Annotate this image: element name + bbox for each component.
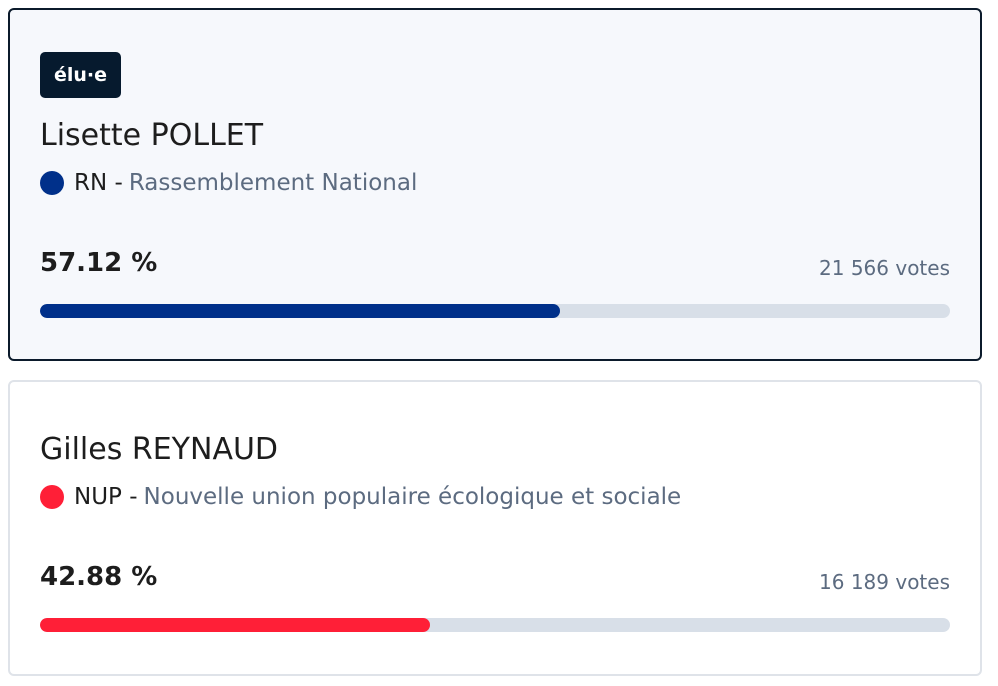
vote-percent: 42.88 % [40, 562, 158, 592]
party-color-dot-icon [40, 485, 64, 509]
vote-count: 16 189 votes [819, 570, 950, 594]
party-color-dot-icon [40, 171, 64, 195]
progress-bar [40, 304, 950, 318]
progress-fill [40, 304, 560, 318]
party-line: RN - Rassemblement National [40, 170, 417, 196]
candidate-name: Gilles REYNAUD [40, 432, 279, 467]
party-name: Rassemblement National [128, 170, 418, 196]
candidate-name: Lisette POLLET [40, 118, 264, 153]
candidate-card-2: Gilles REYNAUD NUP - Nouvelle union popu… [8, 380, 982, 676]
progress-fill [40, 618, 431, 632]
party-line: NUP - Nouvelle union populaire écologiqu… [40, 484, 681, 510]
separator: - [129, 484, 138, 510]
party-code: RN [74, 170, 108, 196]
progress-bar [40, 618, 950, 632]
candidate-card-1: élu·e Lisette POLLET RN - Rassemblement … [8, 8, 982, 361]
party-name: Nouvelle union populaire écologique et s… [143, 484, 682, 510]
vote-count: 21 566 votes [819, 256, 950, 280]
vote-percent: 57.12 % [40, 248, 158, 278]
party-code: NUP [74, 484, 122, 510]
elected-badge: élu·e [40, 52, 122, 98]
separator: - [114, 170, 123, 196]
